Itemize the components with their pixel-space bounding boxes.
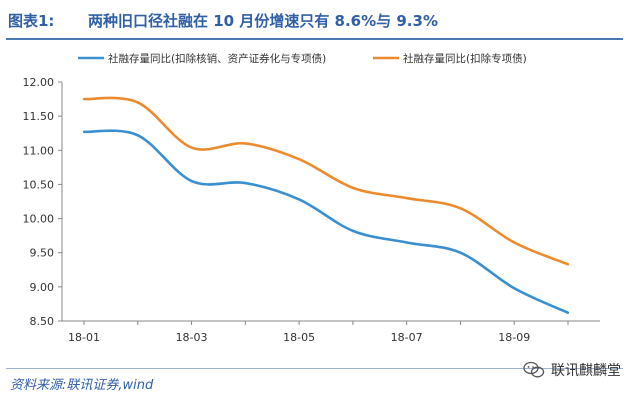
data-point	[513, 287, 516, 290]
line-chart: 社融存量同比(扣除核销、资产证券化与专项债) 社融存量同比(扣除专项债) 8.50 9…	[23, 52, 600, 344]
y-tick-label: 9.00	[30, 281, 55, 294]
data-point	[513, 241, 516, 244]
data-point	[136, 101, 139, 104]
data-point	[297, 157, 301, 161]
y-tick-label: 9.50	[30, 247, 55, 260]
series-line	[83, 129, 569, 314]
y-tick-label: 11.00	[23, 144, 55, 157]
y-tick-label: 10.00	[23, 213, 55, 226]
x-tick-label: 18-03	[176, 331, 208, 344]
legend-label: 社融存量同比(扣除核销、资产证券化与专项债)	[108, 52, 326, 65]
legend-label: 社融存量同比(扣除专项债)	[403, 52, 527, 65]
data-point	[459, 251, 462, 254]
series-line	[83, 96, 569, 266]
source-note: 资料来源:联讯证券,wind	[10, 378, 154, 393]
y-tick-label: 11.50	[23, 110, 55, 123]
data-point	[351, 186, 355, 190]
watermark: 联讯麒麟堂	[523, 360, 621, 380]
footer-divider	[6, 368, 623, 369]
figure-title: 两种旧口径社融在 10 月份增速只有 8.6%与 9.3%	[88, 12, 438, 30]
data-point	[190, 179, 193, 183]
y-tick-label: 8.50	[30, 315, 55, 328]
data-point	[82, 97, 86, 101]
y-tick-label: 12.00	[23, 76, 55, 89]
data-point	[566, 311, 570, 315]
x-tick-label: 18-09	[498, 331, 530, 344]
y-tick-label: 10.50	[23, 178, 55, 191]
data-point	[82, 130, 86, 134]
figure-header: 图表1: 两种旧口径社融在 10 月份增速只有 8.6%与 9.3%	[6, 8, 623, 40]
watermark-text: 联讯麒麟堂	[551, 363, 621, 379]
data-point	[244, 181, 247, 185]
data-point	[190, 146, 193, 149]
wechat-icon	[523, 361, 545, 378]
data-point	[459, 207, 462, 210]
x-tick-label: 18-07	[391, 331, 423, 344]
data-point	[405, 196, 408, 200]
figure-label: 图表1:	[8, 12, 55, 30]
data-point	[351, 229, 355, 233]
x-tick-label: 18-05	[283, 331, 315, 344]
data-point	[244, 142, 247, 145]
x-tick-label: 18-01	[68, 331, 100, 344]
data-point	[136, 134, 139, 137]
data-point	[297, 198, 301, 201]
data-point	[566, 263, 570, 266]
data-point	[405, 241, 408, 244]
